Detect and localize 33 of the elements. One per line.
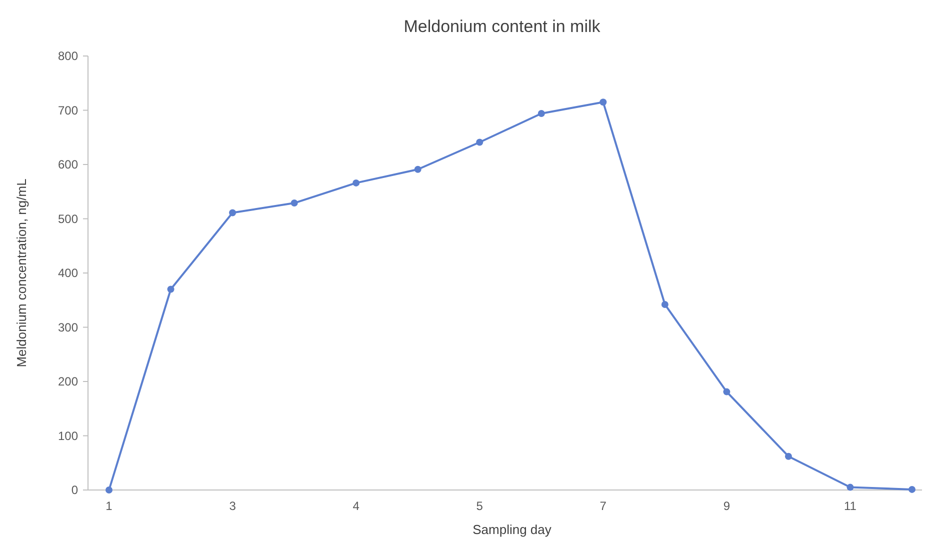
point xyxy=(414,166,422,173)
point xyxy=(661,300,668,308)
point xyxy=(538,110,545,118)
point xyxy=(352,179,360,186)
point xyxy=(476,138,484,146)
x-axis-title: Sampling day xyxy=(472,522,552,537)
y-tick-label: 500 xyxy=(58,212,78,226)
x-tick-label: 3 xyxy=(229,499,236,513)
y-tick-label: 0 xyxy=(71,483,78,498)
y-tick-label: 300 xyxy=(58,320,78,334)
chart-title: Meldonium content in milk xyxy=(404,17,601,36)
point xyxy=(106,486,112,494)
x-tick-label: 5 xyxy=(476,499,484,513)
x-tick-label: 1 xyxy=(106,499,113,513)
point xyxy=(846,484,854,491)
y-tick-label: 800 xyxy=(58,49,78,64)
point xyxy=(600,98,607,106)
point xyxy=(167,286,174,293)
x-tick-label: 9 xyxy=(723,499,730,513)
y-tick-label: 600 xyxy=(58,158,78,172)
y-tick-label: 700 xyxy=(58,103,78,118)
point xyxy=(784,452,792,460)
y-tick-label: 200 xyxy=(58,374,78,389)
point xyxy=(908,486,916,493)
x-tick-label: 4 xyxy=(352,499,360,513)
point xyxy=(723,388,730,396)
y-tick-label: 100 xyxy=(58,428,78,443)
y-tick-label: 400 xyxy=(58,266,78,280)
x-tick-label: 11 xyxy=(844,499,857,513)
y-axis-title: Meldonium concentration, ng/mL xyxy=(14,178,29,368)
point xyxy=(229,209,236,216)
point xyxy=(290,200,298,207)
x-tick-label: 7 xyxy=(600,499,607,513)
